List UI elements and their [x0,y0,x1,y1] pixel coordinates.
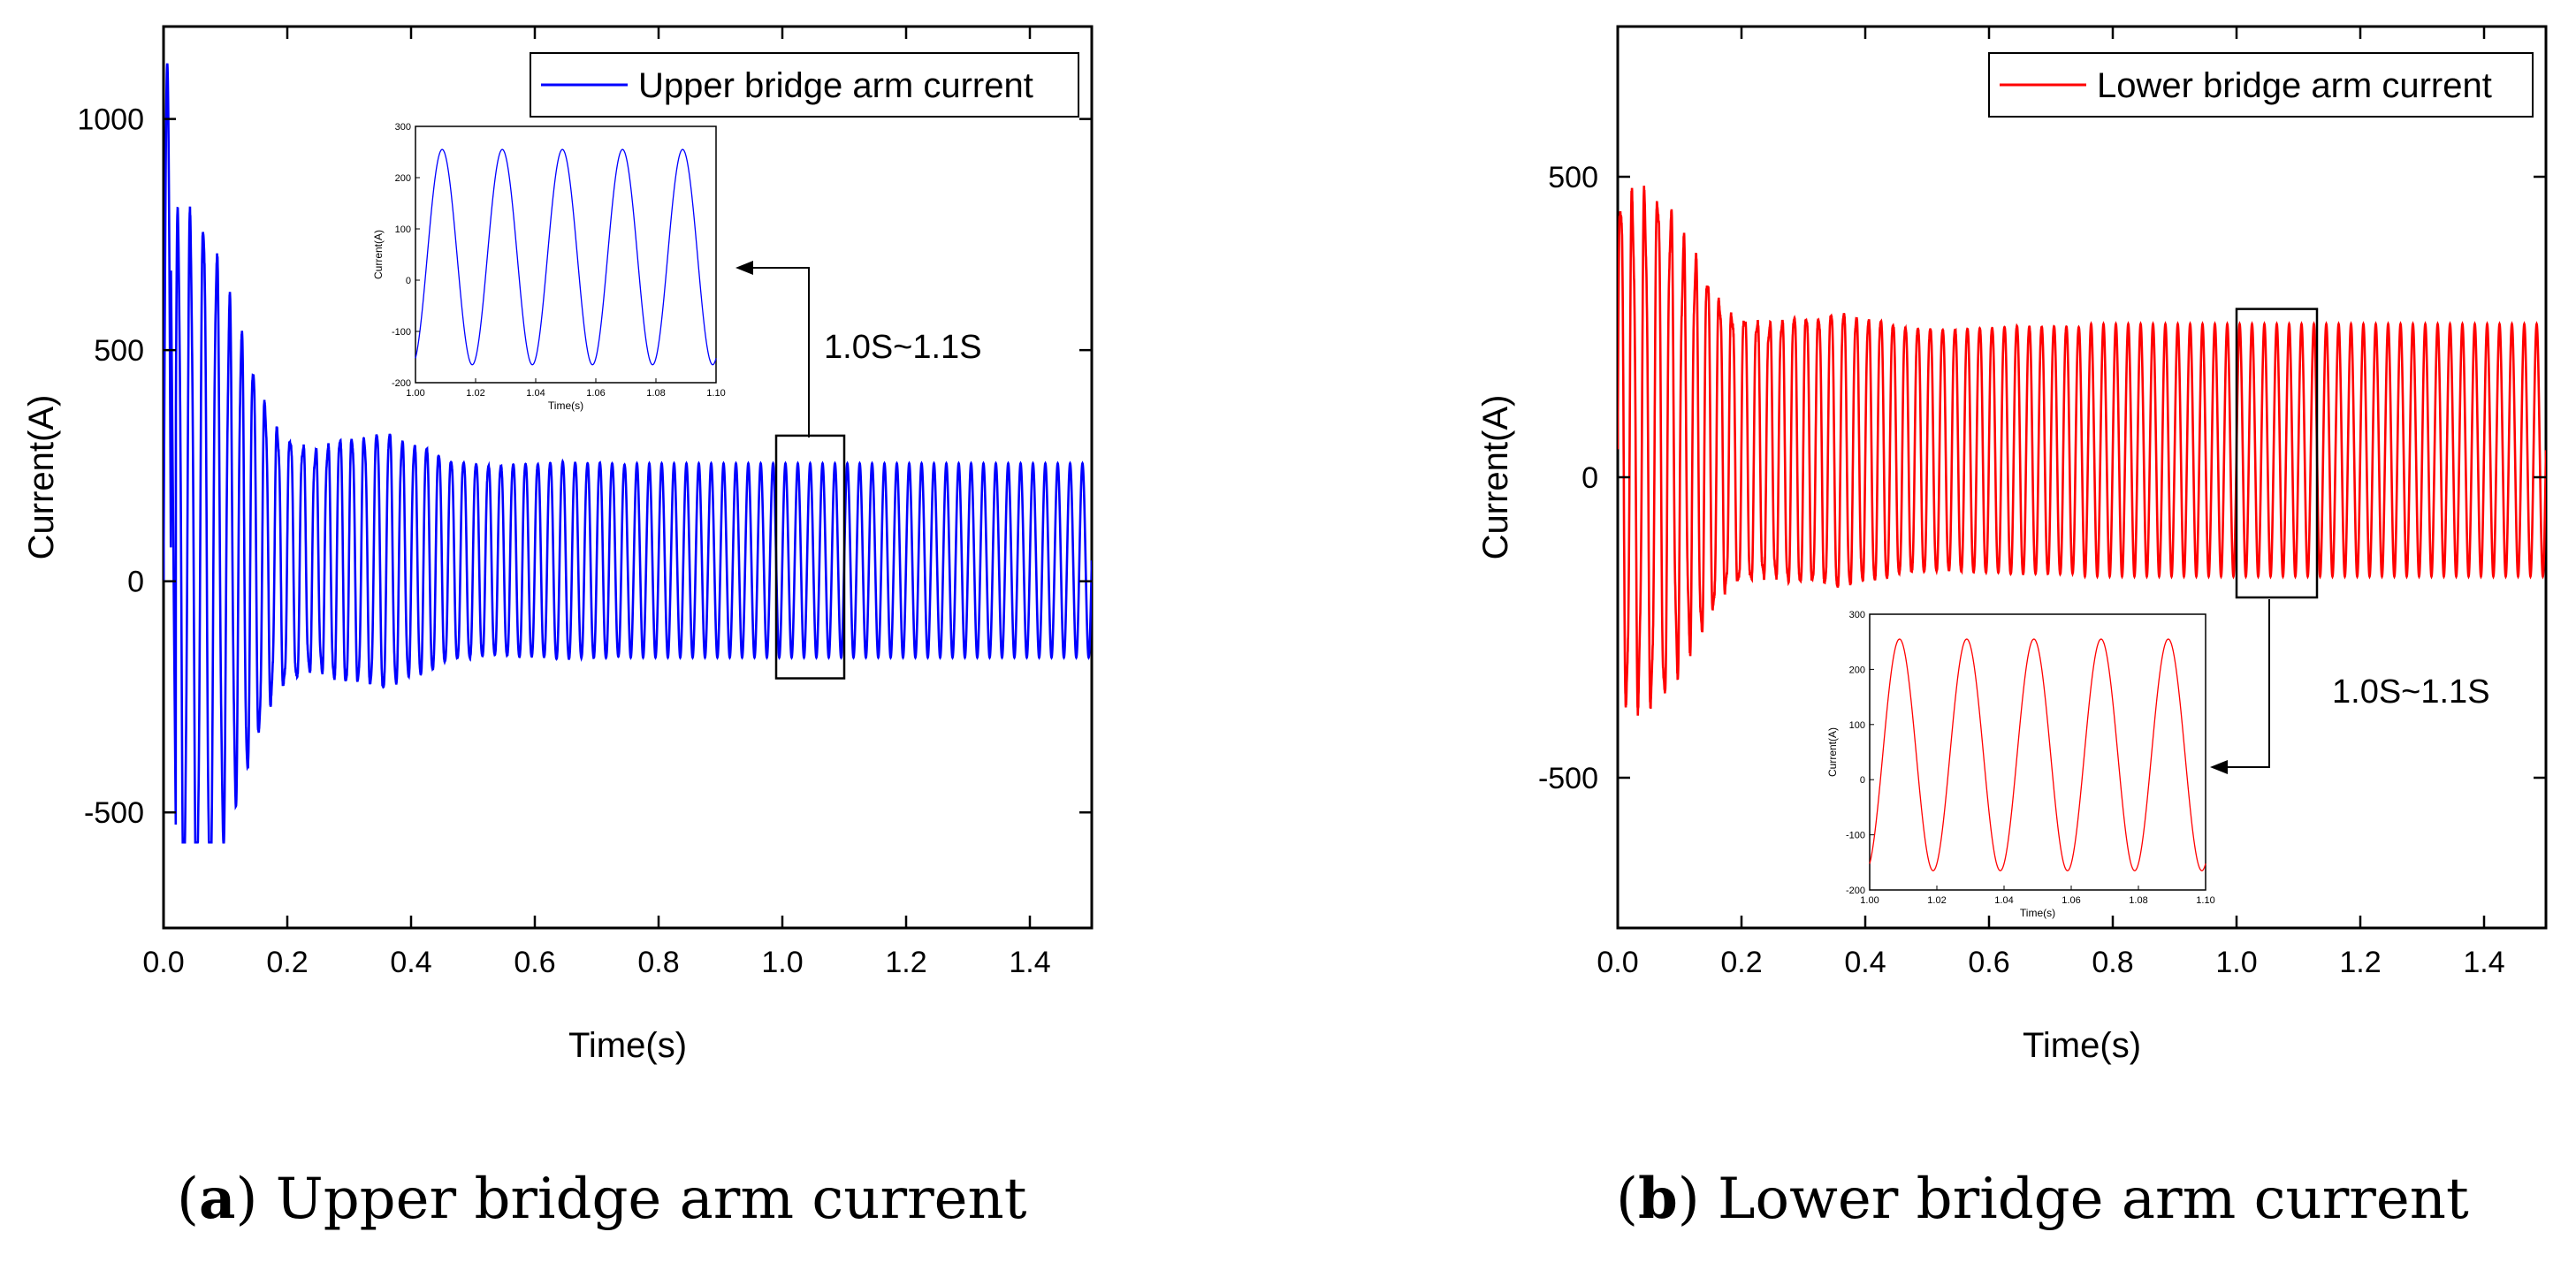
y-tick-label: 1000 [77,103,144,137]
inset-y-tick-label: 100 [395,224,411,235]
inset-y-tick-label: 100 [1849,720,1865,731]
inset-x-tick-label: 1.02 [466,388,484,399]
chart-a-callout-arrowhead [735,261,753,275]
inset-y-tick-label: 300 [1849,610,1865,620]
inset-y-tick-label: 200 [1849,665,1865,675]
y-tick-label: 500 [1548,161,1598,194]
x-tick-label: 0.2 [266,946,308,979]
x-tick-label: 0.8 [2092,946,2133,979]
inset-y-label: Current(A) [372,230,385,279]
chart-a-caption: (a) Upper bridge arm current [177,1166,1027,1232]
chart-a-legend-label: Upper bridge arm current [638,66,1033,105]
chart-b-legend-label: Lower bridge arm current [2097,66,2492,105]
inset-y-label: Current(A) [1826,727,1839,777]
inset-x-tick-label: 1.02 [1927,895,1946,906]
chart-a-callout-line [751,267,810,437]
chart-a-inset: 1.00 1.02 1.04 1.06 1.08 1.10 -200 -100 0 100 200 3… [372,122,726,412]
inset-frame [1869,613,2206,891]
chart-b-caption: (b) Lower bridge arm current [1616,1166,2469,1232]
x-tick-label: 0.6 [514,946,555,979]
chart-a-zoom-box [774,434,846,680]
chart-b-zoom-box [2235,308,2319,599]
chart-a-x-label: Time(s) [568,1026,687,1065]
inset-x-tick-label: 1.08 [2129,895,2147,906]
inset-series-line [415,148,717,366]
inset-y-tick-label: 300 [395,122,411,133]
inset-frame [415,125,717,384]
inset-x-label: Time(s) [2020,907,2055,919]
x-tick-label: 1.2 [2339,946,2381,979]
inset-y-tick-label: -100 [392,327,411,338]
inset-y-tick-label: -200 [392,378,411,389]
chart-b-x-label: Time(s) [2023,1026,2141,1065]
y-tick-label: 0 [127,566,144,599]
y-tick-label: -500 [1538,762,1598,795]
chart-a-x-ticks: 0.0 0.2 0.4 0.6 0.8 1.0 1.2 1.4 [142,27,1051,979]
x-tick-label: 1.4 [2463,946,2504,979]
x-tick-label: 1.2 [885,946,926,979]
y-tick-label: 500 [94,334,144,368]
inset-x-tick-label: 1.06 [2062,895,2080,906]
inset-x-label: Time(s) [548,399,583,412]
x-tick-label: 0.0 [1597,946,1638,979]
inset-x-tick-label: 1.04 [526,388,545,399]
chart-b-inset: 1.00 1.02 1.04 1.06 1.08 1.10 -200 -100 0 100 200 3… [1826,610,2215,919]
x-tick-label: 0.6 [1968,946,2009,979]
chart-a-annotation: 1.0S~1.1S [824,329,982,366]
chart-b-annotation: 1.0S~1.1S [2332,673,2490,711]
x-tick-label: 1.0 [761,946,803,979]
chart-a-series-line [164,63,1092,844]
inset-x-tick-label: 1.10 [706,388,725,399]
x-tick-label: 0.2 [1720,946,1762,979]
chart-b: 0.0 0.2 0.4 0.6 0.8 1.0 1.2 1.4 -500 0 500 Time(s… [1476,25,2548,1232]
chart-b-series-line [1618,186,2546,716]
x-tick-label: 0.8 [637,946,679,979]
chart-b-x-ticks: 0.0 0.2 0.4 0.6 0.8 1.0 1.2 1.4 [1597,27,2505,979]
chart-a-y-label: Current(A) [22,395,61,560]
chart-b-y-ticks: -500 0 500 [1538,161,2546,795]
x-tick-label: 1.4 [1009,946,1050,979]
inset-y-tick-label: -200 [1846,886,1865,896]
chart-b-callout-line [2228,599,2270,768]
inset-y-tick-label: 0 [1860,775,1865,786]
inset-series-line [1869,638,2206,871]
inset-x-tick-label: 1.04 [1994,895,2013,906]
inset-y-tick-label: 0 [406,276,411,286]
inset-x-tick-label: 1.10 [2196,895,2214,906]
inset-y-tick-label: 200 [395,173,411,184]
x-tick-label: 0.4 [390,946,431,979]
chart-b-y-label: Current(A) [1476,395,1515,560]
inset-x-tick-label: 1.06 [586,388,605,399]
inset-y-tick-label: -100 [1846,831,1865,841]
x-tick-label: 0.4 [1844,946,1886,979]
inset-x-tick-label: 1.00 [406,388,424,399]
chart-b-callout-arrowhead [2210,760,2228,774]
x-tick-label: 1.0 [2215,946,2257,979]
inset-x-tick-label: 1.08 [646,388,665,399]
y-tick-label: 0 [1581,461,1598,495]
inset-x-tick-label: 1.00 [1860,895,1879,906]
y-tick-label: -500 [84,796,144,830]
x-tick-label: 0.0 [142,946,184,979]
